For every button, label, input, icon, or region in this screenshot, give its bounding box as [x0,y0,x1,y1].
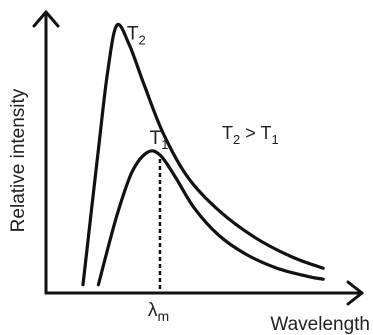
series-label-t1: T1 [150,128,169,152]
y-axis-label: Relative intensity [8,88,29,232]
x-tick-label-lambda-m: λm [148,300,169,324]
x-axis-arrowhead [346,280,364,306]
y-axis-arrowhead [32,10,60,28]
series-line-t2 [81,22,325,287]
annotation-b: T [260,123,271,143]
series-label-t1-sub: 1 [161,137,168,152]
series-label-t2: T2 [127,23,146,47]
annotation-a-sub: 2 [233,132,240,147]
series-layer [81,22,325,287]
axes [32,10,364,306]
series-label-t2-main: T [127,23,139,44]
series-line-t1 [96,149,325,287]
x-axis-label: Wavelength [270,314,370,335]
x-tick-label-main: λ [148,300,158,321]
annotation-a: T [222,123,233,143]
series-label-t2-sub: 2 [138,32,145,47]
temperature-condition-annotation: T2 > T1 [222,123,279,147]
series-label-t1-main: T [150,128,162,149]
annotation-operator: > [240,123,260,143]
annotation-b-sub: 1 [271,132,278,147]
x-tick-label-sub: m [157,308,169,324]
